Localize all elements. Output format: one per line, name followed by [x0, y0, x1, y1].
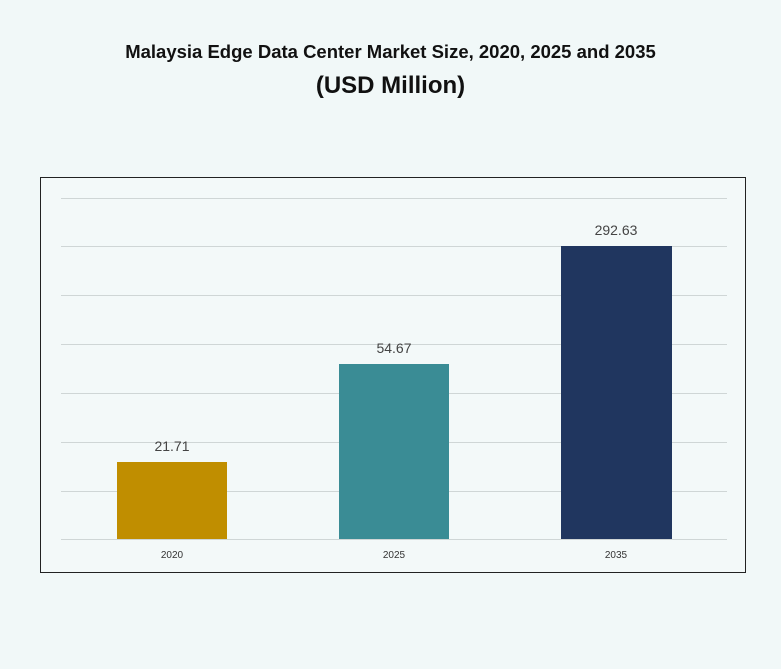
- bar-2025: [339, 364, 449, 539]
- gridline: [61, 344, 727, 345]
- bar-2020: [117, 462, 227, 539]
- chart-subtitle: (USD Million): [315, 72, 466, 99]
- gridline: [61, 198, 727, 199]
- value-label-2035: 292.63: [594, 222, 638, 238]
- bar-2035: [561, 246, 672, 539]
- chart-title: Malaysia Edge Data Center Market Size, 2…: [125, 41, 656, 62]
- x-tick-2020: 2020: [160, 550, 184, 561]
- value-label-2020: 21.71: [154, 438, 190, 454]
- gridline-baseline: [61, 539, 727, 540]
- x-tick-2035: 2035: [604, 550, 628, 561]
- value-label-2025: 54.67: [376, 340, 412, 356]
- gridline: [61, 246, 727, 247]
- chart-plot-area: 21.71 54.67 292.63 2020 2025 2035: [40, 177, 746, 573]
- gridline: [61, 295, 727, 296]
- x-tick-2025: 2025: [382, 550, 406, 561]
